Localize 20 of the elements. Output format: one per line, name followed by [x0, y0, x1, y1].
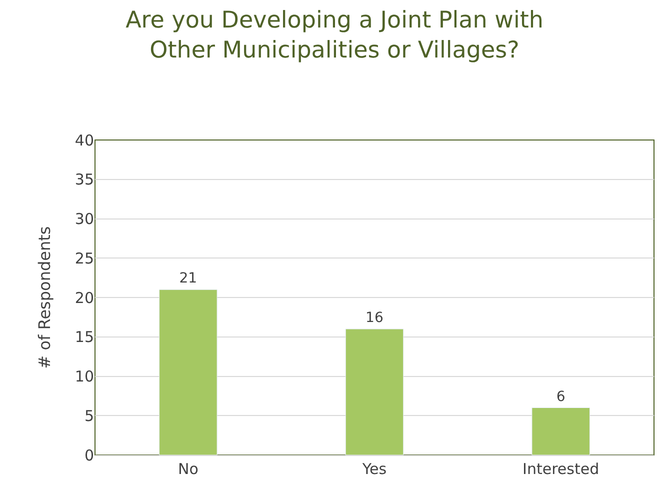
y-tick-label: 35	[74, 170, 94, 189]
x-tick-label: No	[178, 460, 198, 478]
y-tick-label: 5	[84, 406, 94, 425]
bar	[345, 328, 404, 455]
x-tick-label: Interested	[522, 460, 600, 478]
data-label: 16	[366, 310, 384, 326]
data-label: 6	[556, 388, 566, 405]
chart-title: Are you Developing a Joint Plan with Other Municipalities or Villages?	[126, 8, 544, 64]
y-tick-label: 0	[84, 446, 94, 464]
y-tick-label: 25	[74, 249, 94, 268]
y-tick-label: 40	[74, 131, 94, 150]
y-tick-label: 10	[74, 368, 94, 386]
y-axis-title: # of Respondents	[34, 226, 54, 369]
bar	[159, 289, 218, 455]
bar	[532, 408, 590, 455]
y-tick-label: 20	[74, 288, 94, 307]
y-tick-label: 15	[74, 328, 94, 346]
data-label: 21	[179, 270, 198, 287]
x-tick-label: Yes	[361, 460, 387, 478]
y-tick-label: 30	[74, 210, 94, 228]
